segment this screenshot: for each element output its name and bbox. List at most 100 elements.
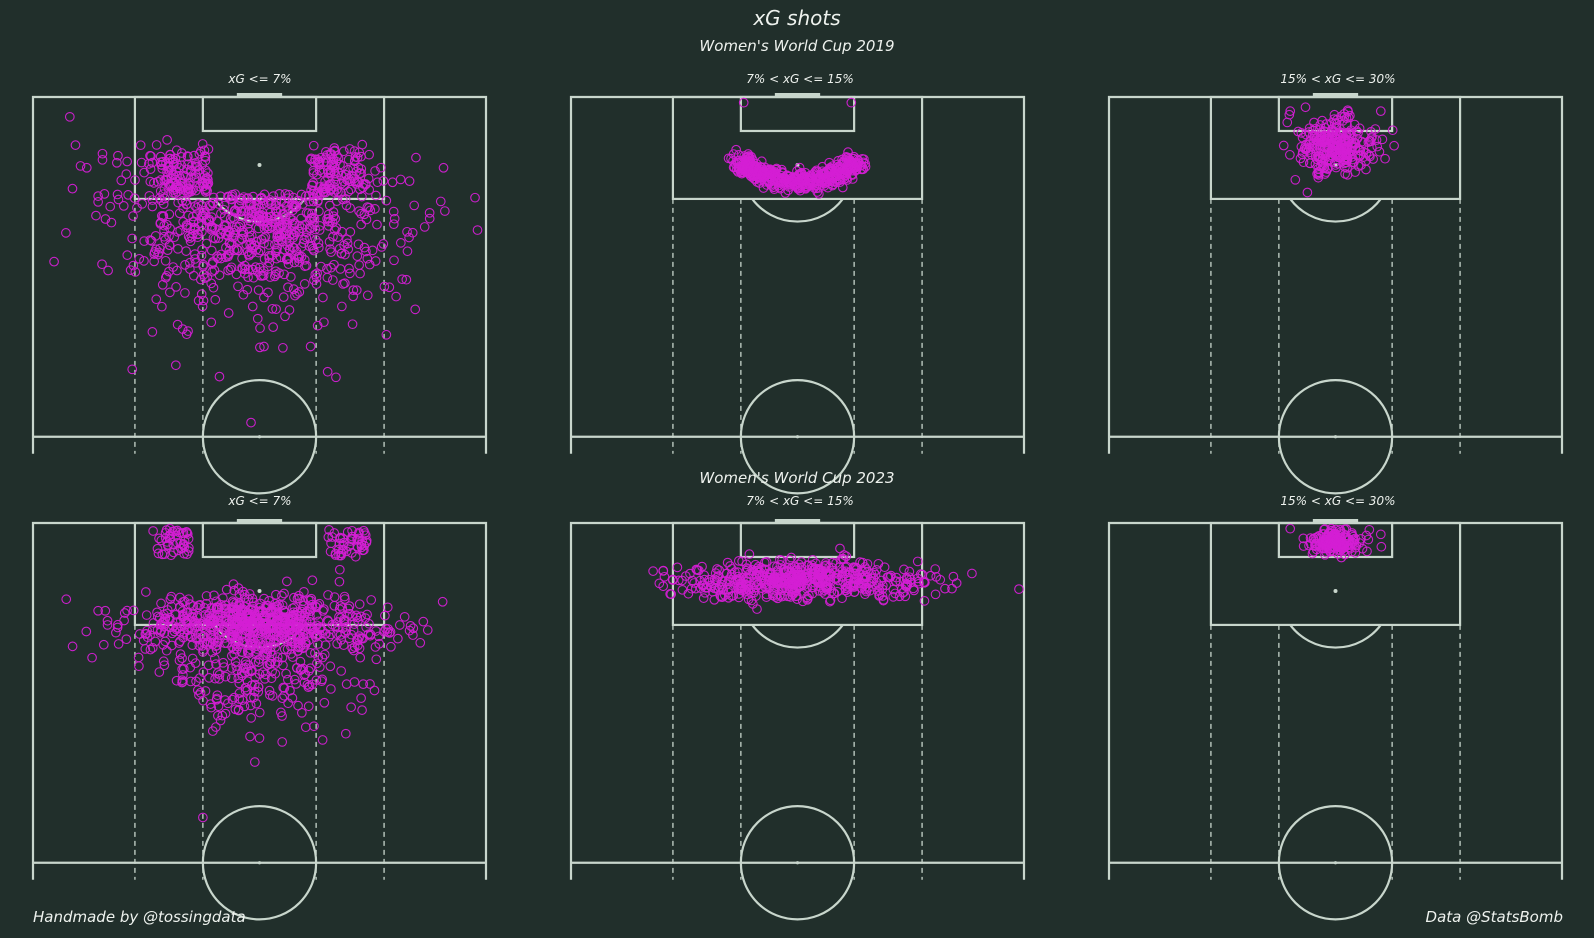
shot-point bbox=[219, 662, 229, 673]
shot-point bbox=[404, 625, 415, 636]
shot-point bbox=[1323, 528, 1334, 539]
shot-point bbox=[424, 213, 435, 224]
shot-point bbox=[163, 161, 174, 171]
shot-point bbox=[220, 600, 231, 611]
shot-point bbox=[276, 196, 287, 207]
shot-point bbox=[1330, 160, 1341, 170]
shot-point bbox=[165, 533, 176, 544]
shot-point bbox=[737, 163, 748, 174]
centre-spot bbox=[795, 435, 800, 439]
shot-point bbox=[309, 185, 319, 196]
shot-point bbox=[165, 223, 175, 234]
shot-point bbox=[134, 253, 145, 264]
shot-point bbox=[360, 613, 371, 623]
shot-point bbox=[1320, 549, 1330, 560]
shot-point bbox=[782, 170, 792, 181]
shot-point bbox=[213, 199, 224, 209]
shot-point bbox=[272, 652, 283, 662]
shot-point bbox=[280, 311, 290, 322]
shot-point bbox=[389, 255, 399, 266]
shot-point bbox=[282, 193, 293, 204]
shot-point bbox=[171, 617, 181, 627]
shot-point bbox=[136, 157, 147, 168]
shot-point bbox=[262, 221, 273, 232]
shot-point bbox=[193, 199, 204, 209]
shot-point bbox=[181, 624, 192, 635]
shot-point bbox=[269, 615, 279, 625]
pitch-boundary bbox=[569, 95, 1026, 454]
shot-point bbox=[742, 564, 753, 575]
shot-point bbox=[231, 244, 242, 254]
shot-point bbox=[356, 611, 366, 622]
shot-point bbox=[279, 588, 289, 599]
shot-point bbox=[178, 664, 189, 674]
shot-point bbox=[1330, 146, 1341, 156]
shot-point bbox=[180, 260, 190, 270]
shot-point bbox=[130, 175, 140, 185]
shot-point bbox=[364, 184, 375, 195]
six-yard-box bbox=[201, 95, 318, 133]
shot-point bbox=[765, 572, 776, 583]
shot-point bbox=[271, 304, 281, 315]
shot-point bbox=[199, 177, 210, 188]
shot-point bbox=[284, 230, 295, 241]
shot-point bbox=[371, 190, 381, 201]
shot-point bbox=[899, 564, 909, 575]
shot-point bbox=[162, 245, 173, 256]
shot-point bbox=[395, 174, 406, 185]
shot-point bbox=[341, 170, 352, 180]
shot-point bbox=[162, 135, 172, 145]
shot-point bbox=[768, 573, 779, 583]
centre-spot bbox=[795, 861, 800, 865]
shot-point bbox=[212, 690, 223, 701]
shot-point bbox=[424, 207, 435, 218]
shot-point bbox=[133, 652, 144, 663]
shot-point bbox=[323, 221, 334, 231]
shot-point bbox=[345, 184, 356, 195]
shot-point bbox=[1341, 524, 1352, 534]
shot-point bbox=[366, 595, 377, 605]
shot-point bbox=[231, 639, 241, 650]
shot-point bbox=[335, 613, 346, 623]
shot-point bbox=[93, 197, 103, 207]
shot-point bbox=[876, 575, 887, 586]
shot-point bbox=[170, 609, 181, 620]
shot-point bbox=[184, 543, 194, 553]
shot-point bbox=[909, 585, 919, 596]
shot-point bbox=[148, 618, 159, 628]
shot-point bbox=[789, 176, 800, 187]
shot-point bbox=[185, 165, 196, 175]
shot-point bbox=[237, 253, 247, 264]
shot-point bbox=[314, 598, 325, 609]
shot-point bbox=[284, 244, 295, 254]
shot-point bbox=[1326, 145, 1337, 156]
shot-point bbox=[951, 578, 962, 588]
shot-point bbox=[354, 599, 365, 610]
shot-point bbox=[162, 537, 172, 547]
shot-point bbox=[677, 575, 687, 586]
shot-point bbox=[698, 593, 709, 603]
shot-point bbox=[324, 632, 334, 642]
shot-point bbox=[223, 192, 234, 202]
shot-point bbox=[213, 233, 224, 243]
shot-point bbox=[341, 621, 351, 632]
shot-point bbox=[785, 177, 795, 187]
shot-point bbox=[379, 281, 390, 292]
shot-point bbox=[740, 579, 751, 590]
shot-point bbox=[175, 649, 186, 659]
shot-point bbox=[185, 233, 195, 243]
shot-point bbox=[348, 285, 359, 295]
shot-point bbox=[177, 653, 187, 664]
shot-point bbox=[213, 615, 224, 625]
shot-point bbox=[188, 211, 198, 222]
shot-point bbox=[901, 581, 912, 592]
shot-point bbox=[340, 628, 351, 638]
shot-point bbox=[305, 611, 315, 621]
shot-point bbox=[206, 317, 217, 328]
shot-point bbox=[338, 194, 348, 205]
shot-point bbox=[365, 205, 376, 216]
shot-point bbox=[204, 673, 214, 683]
shot-point bbox=[236, 211, 247, 221]
shot-point bbox=[1343, 143, 1353, 153]
shot-point bbox=[251, 698, 262, 709]
